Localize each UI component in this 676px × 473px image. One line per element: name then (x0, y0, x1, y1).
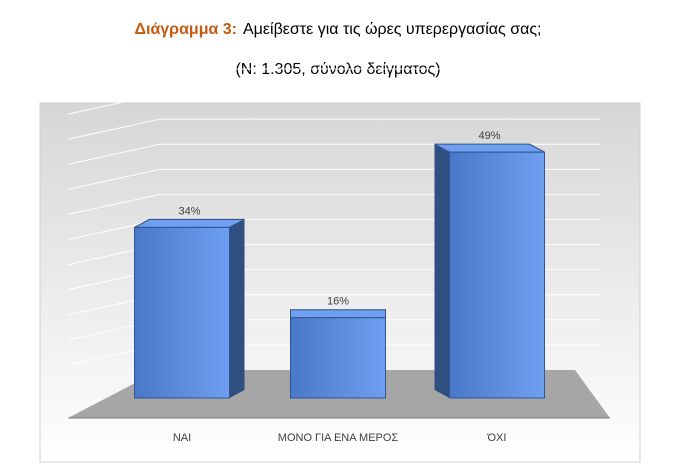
grid-line-side (67, 168, 161, 190)
x-tick-label: ΌΧΙ (487, 432, 507, 444)
grid-line-side (67, 118, 161, 140)
grid-line-side (67, 93, 161, 115)
bar-side (434, 144, 450, 398)
value-label: 34% (178, 205, 200, 217)
grid-line-side (67, 143, 161, 165)
bar-side (229, 219, 245, 398)
bar-top (134, 218, 245, 228)
bar (134, 226, 230, 399)
x-tick-label: ΝΑΙ (173, 432, 191, 444)
value-label: 49% (478, 130, 500, 142)
title-prefix: Διάγραμμα 3: (135, 21, 238, 38)
bar-top (290, 309, 386, 319)
bar (290, 317, 386, 399)
title-text: Αμείβεστε για τις ώρες υπερεργασίας σας; (243, 21, 541, 38)
grid-line-side (67, 68, 161, 90)
value-label: 16% (327, 296, 349, 308)
bar (449, 151, 545, 399)
bar-top (434, 143, 545, 153)
chart-title: Διάγραμμα 3: Αμείβεστε για τις ώρες υπερε… (135, 21, 542, 38)
grid-line-side (67, 193, 161, 215)
x-tick-label: ΜΟΝΟ ΓΙΑ ΕΝΑ ΜΕΡΟΣ (278, 432, 399, 444)
chart-subtitle: (N: 1.305, σύνολο δείγματος) (235, 61, 440, 78)
